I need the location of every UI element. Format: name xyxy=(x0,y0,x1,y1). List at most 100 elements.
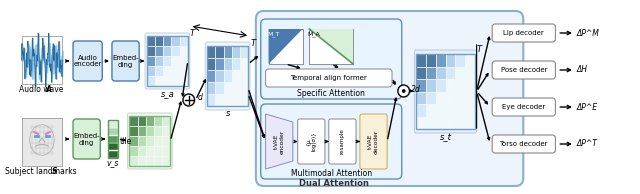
Bar xyxy=(138,136,146,146)
FancyBboxPatch shape xyxy=(492,61,556,79)
Bar xyxy=(162,136,170,146)
Bar xyxy=(207,82,216,94)
Bar xyxy=(417,117,426,129)
Text: Pose decoder: Pose decoder xyxy=(500,67,547,73)
Bar xyxy=(129,156,138,166)
Bar xyxy=(180,56,188,66)
Bar xyxy=(426,67,436,79)
Bar xyxy=(445,79,455,92)
Bar xyxy=(129,116,138,126)
Circle shape xyxy=(402,89,405,93)
Bar xyxy=(180,66,188,76)
Bar xyxy=(163,56,172,66)
Bar xyxy=(207,94,216,106)
Bar xyxy=(163,36,172,46)
Text: Embed-
ding: Embed- ding xyxy=(112,55,139,68)
Bar xyxy=(22,118,62,166)
Bar xyxy=(108,128,118,135)
Bar xyxy=(155,66,163,76)
Bar xyxy=(426,92,436,104)
Bar xyxy=(465,104,475,117)
Bar xyxy=(108,136,118,143)
FancyBboxPatch shape xyxy=(492,98,556,116)
Bar xyxy=(207,70,216,82)
FancyBboxPatch shape xyxy=(112,41,139,81)
Bar xyxy=(180,46,188,56)
Bar xyxy=(163,66,172,76)
FancyBboxPatch shape xyxy=(145,33,189,89)
Bar xyxy=(155,36,163,46)
Bar xyxy=(417,104,426,117)
Bar xyxy=(240,94,248,106)
Bar xyxy=(223,46,232,58)
Bar xyxy=(223,94,232,106)
Bar xyxy=(155,76,163,86)
Text: d: d xyxy=(198,94,203,102)
Text: 2d: 2d xyxy=(410,85,420,94)
Bar xyxy=(240,46,248,58)
Bar xyxy=(147,36,188,86)
Bar xyxy=(108,120,118,128)
Bar xyxy=(269,29,303,64)
Bar xyxy=(172,56,180,66)
Bar xyxy=(154,116,162,126)
Bar xyxy=(216,94,223,106)
Text: t-VAE
encoder: t-VAE encoder xyxy=(274,129,285,154)
Bar xyxy=(216,58,223,70)
Bar xyxy=(216,82,223,94)
FancyBboxPatch shape xyxy=(298,119,325,164)
Bar xyxy=(426,54,436,67)
Bar xyxy=(417,67,426,79)
Bar xyxy=(455,67,465,79)
FancyBboxPatch shape xyxy=(127,113,172,169)
Bar xyxy=(154,126,162,136)
Bar xyxy=(240,82,248,94)
Text: ΔH: ΔH xyxy=(577,66,588,74)
Text: Temporal align former: Temporal align former xyxy=(291,75,367,81)
Bar xyxy=(309,29,353,64)
Bar xyxy=(138,156,146,166)
Bar xyxy=(155,56,163,66)
Bar xyxy=(465,117,475,129)
Text: Specific Attention: Specific Attention xyxy=(298,89,365,99)
Bar xyxy=(309,29,353,64)
Bar xyxy=(172,66,180,76)
Bar xyxy=(162,116,170,126)
Bar xyxy=(232,82,240,94)
Bar xyxy=(455,54,465,67)
Bar xyxy=(426,117,436,129)
Text: {μ,
log(σ)}: {μ, log(σ)} xyxy=(306,132,317,151)
FancyBboxPatch shape xyxy=(73,41,102,81)
Text: s: s xyxy=(225,109,230,119)
Text: ΔP^M: ΔP^M xyxy=(577,29,600,37)
Polygon shape xyxy=(269,29,303,64)
FancyBboxPatch shape xyxy=(266,69,392,87)
FancyBboxPatch shape xyxy=(360,114,387,169)
Bar xyxy=(465,54,475,67)
Bar xyxy=(436,104,445,117)
Bar xyxy=(269,29,303,64)
Text: ΔP^E: ΔP^E xyxy=(577,102,598,112)
Bar xyxy=(138,126,146,136)
Bar xyxy=(465,67,475,79)
FancyBboxPatch shape xyxy=(414,50,477,133)
Text: M_T: M_T xyxy=(267,31,280,37)
Bar xyxy=(129,116,170,166)
Bar xyxy=(465,79,475,92)
Text: Multimodal Attention: Multimodal Attention xyxy=(291,170,372,178)
Text: resample: resample xyxy=(340,129,345,154)
Bar xyxy=(436,79,445,92)
Bar xyxy=(216,46,223,58)
Bar xyxy=(129,126,138,136)
Bar xyxy=(162,156,170,166)
Bar xyxy=(207,58,216,70)
Bar xyxy=(146,116,154,126)
Bar xyxy=(138,116,146,126)
Bar xyxy=(455,104,465,117)
Text: T: T xyxy=(477,46,482,55)
Bar xyxy=(455,92,465,104)
Text: S: S xyxy=(52,167,58,177)
Bar xyxy=(232,70,240,82)
Bar xyxy=(129,146,138,156)
Bar xyxy=(223,58,232,70)
